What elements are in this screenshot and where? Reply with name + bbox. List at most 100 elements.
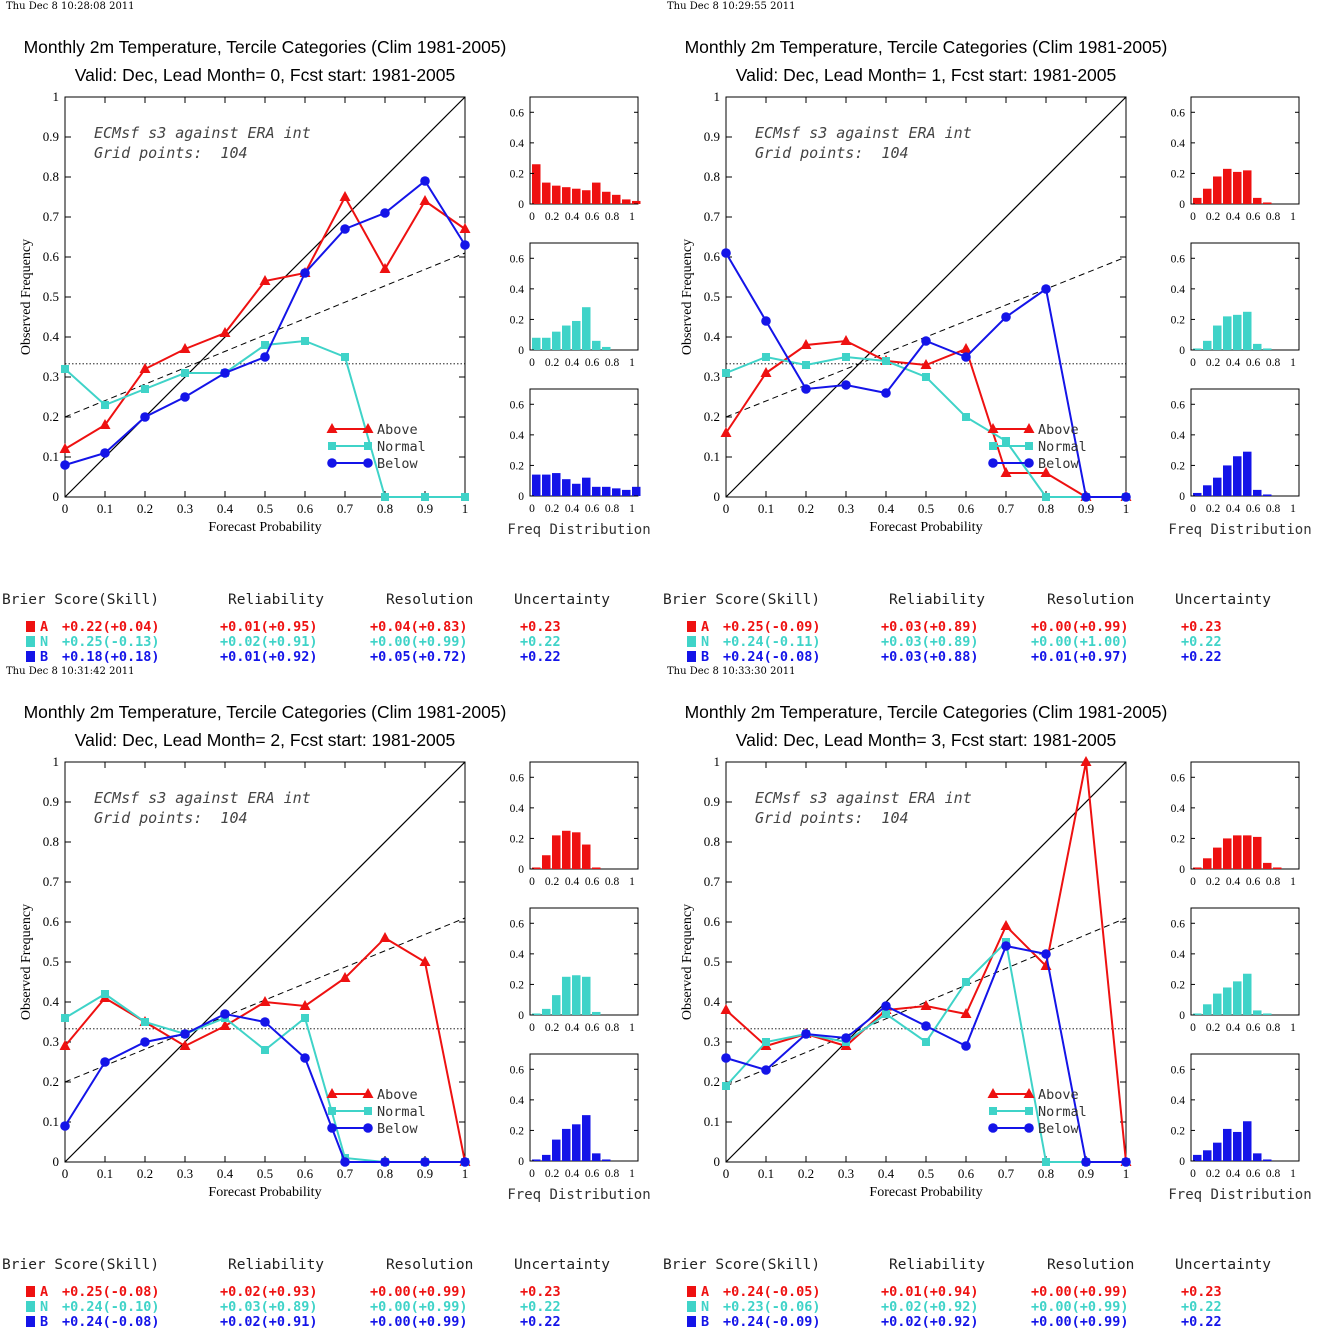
x-tick-label: 0.2 xyxy=(798,501,814,516)
below-marker xyxy=(260,352,270,362)
above-marker xyxy=(1000,467,1012,477)
brier-row-letter: B xyxy=(701,649,709,665)
y-axis-label: Observed Frequency xyxy=(19,904,34,1020)
hist-x-tick-label: 0 xyxy=(1190,1168,1196,1180)
histogram-bar xyxy=(532,1013,541,1015)
brier-row-swatch xyxy=(26,621,35,632)
brier-row-n: N +0.24(-0.11) +0.03(+0.89) +0.00(+1.00) +0.… xyxy=(687,634,1222,650)
brier-score-table: Brier Score(Skill) Reliability Resolution U… xyxy=(2,1257,610,1330)
normal-marker xyxy=(962,413,970,421)
brier-row-letter: A xyxy=(40,1284,48,1300)
above-marker xyxy=(362,1088,374,1098)
brier-row-letter: A xyxy=(40,619,48,635)
below-marker xyxy=(420,1157,430,1167)
y-tick-label: 0.5 xyxy=(43,954,59,969)
brier-row-letter: A xyxy=(701,619,709,635)
brier-cell: +0.00(+0.99) xyxy=(370,1299,468,1315)
normal-marker xyxy=(1002,437,1010,445)
histogram-bar xyxy=(592,1153,601,1161)
y-tick-label: 0.9 xyxy=(704,129,720,144)
above-marker xyxy=(1023,423,1035,433)
below-marker xyxy=(841,380,851,390)
above-marker xyxy=(960,343,972,353)
hist-x-tick-label: 0.8 xyxy=(1266,1022,1281,1034)
y-tick-label: 0.8 xyxy=(704,169,720,184)
x-tick-label: 0.4 xyxy=(217,501,234,516)
legend-label: Below xyxy=(1038,456,1080,472)
histogram-bar xyxy=(582,844,591,869)
brier-table-header: Uncertainty xyxy=(514,1257,610,1273)
hist-y-tick-label: 0.4 xyxy=(1171,284,1186,296)
brier-cell: +0.00(+1.00) xyxy=(1031,634,1129,650)
hist-x-tick-label: 1 xyxy=(629,357,635,369)
hist-y-tick-label: 0.4 xyxy=(510,949,525,961)
normal-marker xyxy=(364,1107,372,1115)
x-tick-label: 0.9 xyxy=(417,501,433,516)
normal-line xyxy=(64,339,465,498)
histogram-bar xyxy=(532,337,541,350)
below-marker xyxy=(721,248,731,258)
x-tick-label: 0.3 xyxy=(177,1166,193,1181)
timestamp: Thu Dec 8 10:33:30 2011 xyxy=(667,666,796,677)
normal-marker xyxy=(989,442,997,450)
y-tick-label: 0.1 xyxy=(704,1114,720,1129)
hist-y-tick-label: 0 xyxy=(518,199,524,211)
x-tick-label: 0.8 xyxy=(377,1166,393,1181)
below-marker xyxy=(988,458,998,468)
brier-row-swatch xyxy=(687,621,696,632)
chart-title: Monthly 2m Temperature, Tercile Categori… xyxy=(685,37,1168,57)
below-marker xyxy=(761,1065,771,1075)
hist-x-tick-label: 0 xyxy=(1190,1022,1196,1034)
x-tick-label: 0.7 xyxy=(998,501,1015,516)
hist-y-tick-label: 0 xyxy=(518,1010,524,1022)
hist-y-tick-label: 0.2 xyxy=(510,979,525,991)
brier-cell: +0.24(-0.09) xyxy=(723,1314,821,1330)
y-tick-label: 0.4 xyxy=(704,329,721,344)
brier-cell: +0.24(-0.08) xyxy=(62,1314,160,1330)
chart-title: Monthly 2m Temperature, Tercile Categori… xyxy=(24,702,507,722)
above-marker xyxy=(179,343,191,353)
hist-x-tick-label: 0.6 xyxy=(1246,1022,1261,1034)
hist-y-tick-label: 0.4 xyxy=(510,430,525,442)
above-marker xyxy=(840,335,852,345)
histogram-bar xyxy=(572,320,581,350)
hist-x-tick-label: 0.4 xyxy=(1226,1168,1241,1180)
brier-score-table: Brier Score(Skill) Reliability Resolution U… xyxy=(2,592,610,665)
y-tick-label: 0.4 xyxy=(43,994,60,1009)
hist-x-tick-label: 0.8 xyxy=(605,876,620,888)
x-axis-label: Forecast Probability xyxy=(869,520,982,535)
histogram-bar xyxy=(572,832,581,869)
hist-y-tick-label: 0 xyxy=(1179,345,1185,357)
hist-y-tick-label: 0.2 xyxy=(1171,979,1186,991)
x-tick-label: 0.3 xyxy=(177,501,193,516)
freq-distribution-label: Freq Distribution xyxy=(1168,522,1311,538)
above-marker xyxy=(419,956,431,966)
hist-x-tick-label: 0.8 xyxy=(1266,211,1281,223)
above-marker xyxy=(339,972,351,982)
x-tick-label: 0.4 xyxy=(878,501,895,516)
reliability-plot: 00 0.1 0.1 0.2 0.2 0.3 0.3 0.4 0.4 0.5 0.5 0.6 0.6 0.… xyxy=(19,754,471,1200)
y-tick-label: 0.4 xyxy=(43,329,60,344)
x-tick-label: 0.8 xyxy=(377,501,393,516)
hist-y-tick-label: 0.2 xyxy=(510,460,525,472)
above-marker xyxy=(800,339,812,349)
below-marker xyxy=(1121,1157,1131,1167)
histogram-bar xyxy=(1233,981,1242,1015)
hist-y-tick-label: 0.2 xyxy=(510,833,525,845)
chart-title: Monthly 2m Temperature, Tercile Categori… xyxy=(685,702,1168,722)
y-axis-label: Observed Frequency xyxy=(680,239,695,355)
hist-x-tick-label: 0.4 xyxy=(1226,503,1241,515)
x-tick-label: 0.5 xyxy=(918,1166,934,1181)
histogram-bar xyxy=(1193,1013,1202,1015)
below-marker xyxy=(340,1157,350,1167)
below-marker xyxy=(380,208,390,218)
timestamp: Thu Dec 8 10:29:55 2011 xyxy=(667,1,796,12)
brier-row-b: B +0.24(-0.08) +0.03(+0.88) +0.01(+0.97) +0.… xyxy=(687,649,1222,665)
normal-marker xyxy=(722,1082,730,1090)
x-tick-label: 0.2 xyxy=(798,1166,814,1181)
histogram-bar xyxy=(1213,176,1222,204)
below-marker xyxy=(460,1157,470,1167)
hist-x-tick-label: 1 xyxy=(1290,1022,1296,1034)
brier-row-letter: B xyxy=(701,1314,709,1330)
hist-y-tick-label: 0.2 xyxy=(1171,168,1186,180)
